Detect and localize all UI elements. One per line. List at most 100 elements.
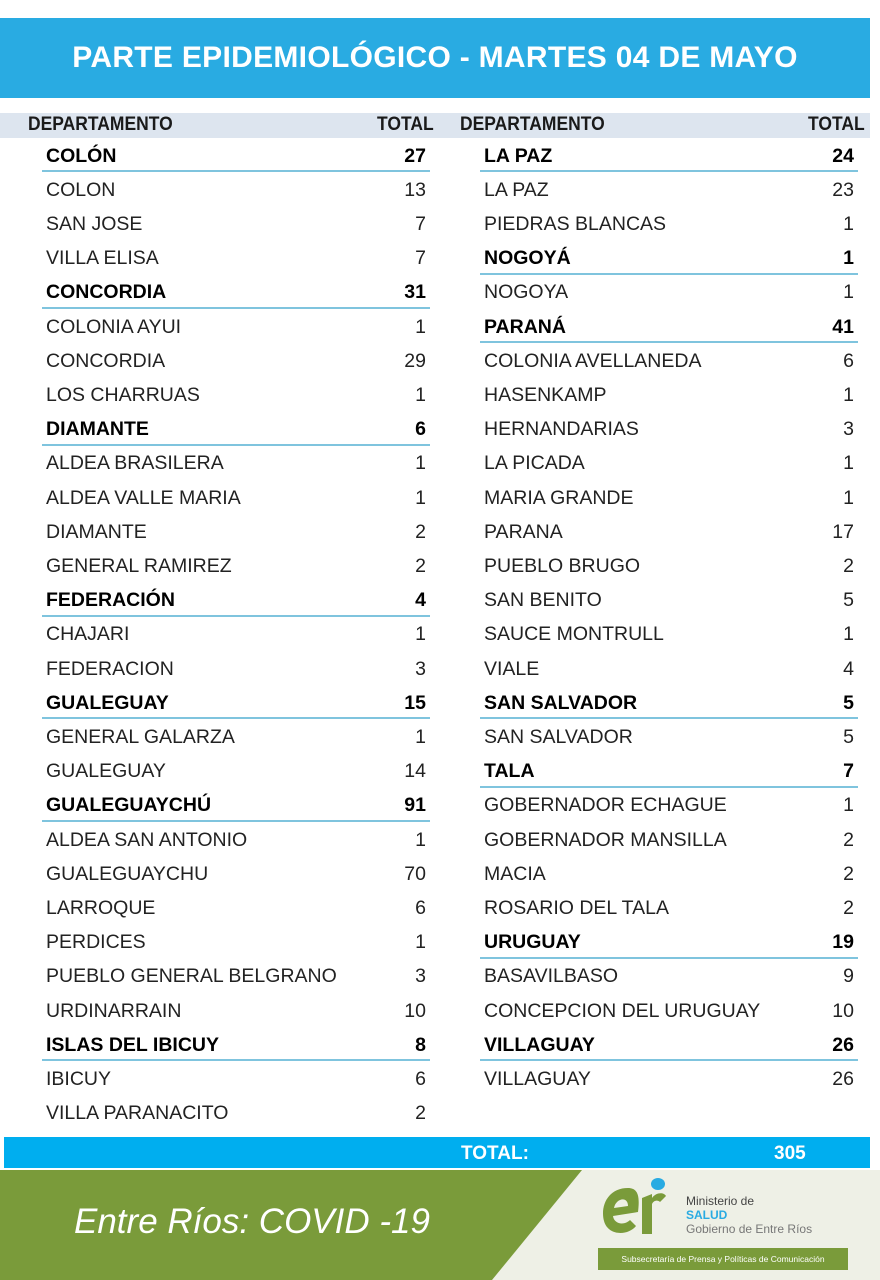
row-name: HERNANDARIAS (484, 418, 639, 441)
locality-row: LOS CHARRUAS 1 (46, 378, 426, 412)
row-name: SAUCE MONTRULL (484, 623, 664, 646)
ministry-logo (598, 1176, 668, 1238)
locality-row: PUEBLO GENERAL BELGRANO 3 (46, 960, 426, 994)
row-name: FEDERACION (46, 657, 174, 680)
department-row: SAN SALVADOR 5 (480, 686, 858, 720)
row-total: 1 (843, 383, 854, 406)
row-total: 1 (843, 623, 854, 646)
row-total: 1 (843, 247, 854, 270)
locality-row: FEDERACION 3 (46, 652, 426, 686)
department-row: PARANÁ 41 (480, 310, 858, 344)
locality-row: ALDEA BRASILERA 1 (46, 447, 426, 481)
row-name: CONCEPCION DEL URUGUAY (484, 999, 761, 1022)
row-name: BASAVILBASO (484, 965, 619, 988)
row-name: GOBERNADOR MANSILLA (484, 828, 727, 851)
department-row: TALA 7 (480, 755, 858, 789)
locality-row: BASAVILBASO 9 (484, 960, 854, 994)
row-total: 2 (415, 1102, 426, 1125)
locality-row: IBICUY 6 (46, 1062, 426, 1096)
row-name: VILLA PARANACITO (46, 1102, 229, 1125)
row-total: 14 (404, 760, 426, 783)
locality-row: ROSARIO DEL TALA 2 (484, 891, 854, 925)
total-bar: TOTAL: 305 (4, 1137, 870, 1168)
row-name: CONCORDIA (46, 349, 166, 372)
locality-row: HASENKAMP 1 (484, 378, 854, 412)
locality-row: ALDEA SAN ANTONIO 1 (46, 823, 426, 857)
locality-row: PARANA 17 (484, 515, 854, 549)
locality-row: LA PICADA 1 (484, 447, 854, 481)
row-total: 6 (415, 896, 426, 919)
row-name: COLON (46, 178, 116, 201)
locality-row: SAN BENITO 5 (484, 584, 854, 618)
locality-row: CONCORDIA 29 (46, 344, 426, 378)
locality-row: GUALEGUAYCHU 70 (46, 857, 426, 891)
row-total: 1 (843, 486, 854, 509)
department-row: GUALEGUAY 15 (42, 686, 430, 720)
department-row: ISLAS DEL IBICUY 8 (42, 1028, 430, 1062)
row-total: 5 (843, 589, 854, 612)
row-name: ALDEA VALLE MARIA (46, 486, 241, 509)
row-name: LOS CHARRUAS (46, 383, 200, 406)
ministry-line1: Ministerio de (686, 1194, 755, 1208)
row-total: 1 (843, 794, 854, 817)
row-name: PARANÁ (484, 315, 566, 338)
row-total: 10 (832, 999, 854, 1022)
row-total: 23 (832, 178, 854, 201)
locality-row: VILLAGUAY 26 (484, 1062, 854, 1096)
row-total: 6 (415, 418, 426, 441)
total-label: TOTAL: (461, 1143, 529, 1164)
row-total: 24 (832, 144, 854, 167)
locality-row: COLONIA AVELLANEDA 6 (484, 344, 854, 378)
row-name: URDINARRAIN (46, 999, 182, 1022)
locality-row: GENERAL GALARZA 1 (46, 720, 426, 754)
page-title: PARTE EPIDEMIOLÓGICO - MARTES 04 DE MAYO (72, 41, 798, 74)
locality-row: GOBERNADOR MANSILLA 2 (484, 823, 854, 857)
row-name: URUGUAY (484, 931, 581, 954)
row-total: 2 (843, 862, 854, 885)
row-name: GENERAL GALARZA (46, 725, 235, 748)
row-total: 1 (843, 281, 854, 304)
row-total: 1 (415, 452, 426, 475)
locality-row: SAN JOSE 7 (46, 207, 426, 241)
row-name: PUEBLO GENERAL BELGRANO (46, 965, 337, 988)
locality-row: COLONIA AYUI 1 (46, 310, 426, 344)
header-departamento-right: DEPARTAMENTO (460, 114, 605, 135)
row-total: 70 (404, 862, 426, 885)
row-name: VILLA ELISA (46, 247, 159, 270)
footer-slogan: Entre Ríos: COVID -19 (74, 1202, 430, 1241)
locality-row: ALDEA VALLE MARIA 1 (46, 481, 426, 515)
row-total: 8 (415, 1033, 426, 1056)
department-row: DIAMANTE 6 (42, 413, 430, 447)
row-name: PERDICES (46, 931, 146, 954)
locality-row: HERNANDARIAS 3 (484, 413, 854, 447)
row-name: CONCORDIA (46, 281, 167, 304)
row-name: VILLAGUAY (484, 1033, 595, 1056)
row-total: 26 (832, 1067, 854, 1090)
department-row: LA PAZ 24 (480, 139, 858, 173)
department-row: NOGOYÁ 1 (480, 242, 858, 276)
row-name: TALA (484, 760, 535, 783)
row-total: 9 (843, 965, 854, 988)
header-total-left: TOTAL (377, 114, 434, 135)
row-name: PIEDRAS BLANCAS (484, 212, 667, 235)
row-name: ALDEA SAN ANTONIO (46, 828, 248, 851)
row-total: 1 (843, 452, 854, 475)
locality-row: VILLA ELISA 7 (46, 242, 426, 276)
locality-row: GOBERNADOR ECHAGUE 1 (484, 789, 854, 823)
locality-row: MACIA 2 (484, 857, 854, 891)
row-name: VILLAGUAY (484, 1067, 591, 1090)
row-name: ROSARIO DEL TALA (484, 896, 669, 919)
department-row: GUALEGUAYCHÚ 91 (42, 789, 430, 823)
footer: Entre Ríos: COVID -19 Ministerio de SALU… (0, 1170, 880, 1280)
row-total: 3 (843, 418, 854, 441)
row-name: LA PAZ (484, 178, 549, 201)
locality-row: NOGOYA 1 (484, 276, 854, 310)
row-total: 4 (415, 589, 426, 612)
row-total: 1 (415, 486, 426, 509)
row-name: GUALEGUAY (46, 760, 166, 783)
row-total: 1 (415, 725, 426, 748)
footer-green-panel (0, 1170, 582, 1280)
row-name: CHAJARI (46, 623, 130, 646)
locality-row: VIALE 4 (484, 652, 854, 686)
row-name: PARANA (484, 520, 563, 543)
